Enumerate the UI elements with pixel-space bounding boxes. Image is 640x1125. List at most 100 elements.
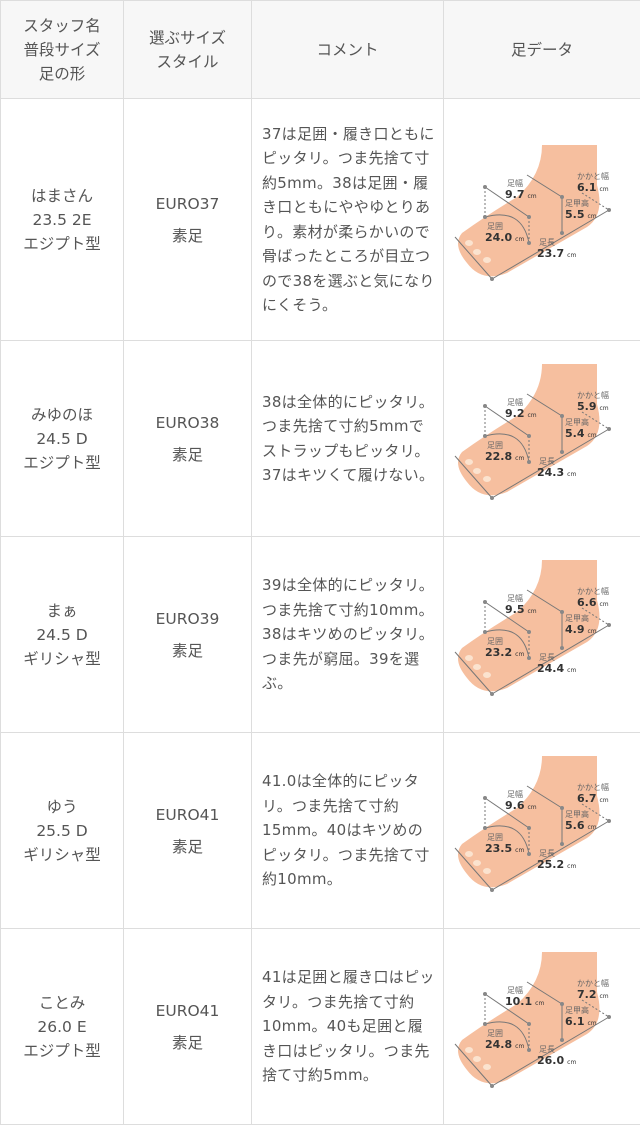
comment-cell: 41.0は全体的にピッタリ。つま先捨て寸約15mm。40はキツめのピッタリ。つま… — [252, 733, 444, 929]
foot-shape: エジプト型 — [2, 1039, 122, 1063]
unit-text: cm — [515, 651, 524, 658]
staff-name: ことみ — [2, 991, 122, 1015]
staff-name: ゆう — [2, 795, 122, 819]
instep-height-label: 足甲高 — [565, 418, 589, 427]
header-foot-data: 足データ — [444, 1, 640, 99]
heel-width-label: かかと幅 — [577, 979, 609, 988]
value-text: 7.2 — [577, 988, 597, 1001]
comment-cell: 37は足囲・履き口ともにピッタリ。つま先捨て寸約5mm。38は足囲・履き口ともに… — [252, 99, 444, 341]
value-text: 9.6 — [505, 799, 525, 812]
instep-height-label: 足甲高 — [565, 199, 589, 208]
heel-width-label: かかと幅 — [577, 172, 609, 181]
foot-shape: ギリシャ型 — [2, 843, 122, 867]
header-usual-size: 普段サイズ — [2, 38, 122, 62]
unit-text: cm — [567, 863, 576, 870]
unit-text: cm — [600, 797, 609, 804]
unit-text: cm — [588, 824, 597, 831]
unit-text: cm — [528, 608, 537, 615]
foot-illustration — [447, 756, 637, 906]
foot-length-label: 足長 — [539, 849, 555, 858]
chosen-size: EURO39 — [125, 607, 250, 631]
choice-cell: EURO41 素足 — [124, 733, 252, 929]
foot-shape: エジプト型 — [2, 451, 122, 475]
style: 素足 — [125, 835, 250, 859]
style: 素足 — [125, 639, 250, 663]
header-chosen-size: 選ぶサイズ — [125, 26, 250, 50]
foot-length-label: 足長 — [539, 1045, 555, 1054]
value-text: 9.2 — [505, 407, 525, 420]
staff-cell: みゆのほ 24.5 D エジプト型 — [1, 341, 124, 537]
staff-cell: はまさん 23.5 2E エジプト型 — [1, 99, 124, 341]
unit-text: cm — [588, 628, 597, 635]
staff-name: まぁ — [2, 599, 122, 623]
foot-length-label: 足長 — [539, 653, 555, 662]
foot-girth-label: 足囲 — [487, 222, 503, 231]
value-text: 23.2 — [485, 646, 512, 659]
value-text: 9.5 — [505, 603, 525, 616]
value-text: 24.8 — [485, 1038, 512, 1051]
choice-cell: EURO41 素足 — [124, 929, 252, 1125]
staff-cell: ゆう 25.5 D ギリシャ型 — [1, 733, 124, 929]
table-row: ゆう 25.5 D ギリシャ型 EURO41 素足 41.0は全体的にピッタリ。… — [1, 733, 640, 929]
staff-cell: ことみ 26.0 E エジプト型 — [1, 929, 124, 1125]
unit-text: cm — [528, 412, 537, 419]
header-style: スタイル — [125, 50, 250, 74]
value-text: 23.5 — [485, 842, 512, 855]
value-text: 6.1 — [577, 181, 597, 194]
value-text: 6.1 — [565, 1015, 585, 1028]
unit-text: cm — [588, 1020, 597, 1027]
value-text: 10.1 — [505, 995, 532, 1008]
foot-illustration — [447, 364, 637, 514]
unit-text: cm — [515, 847, 524, 854]
foot-shape: エジプト型 — [2, 232, 122, 256]
unit-text: cm — [567, 471, 576, 478]
unit-text: cm — [515, 1043, 524, 1050]
unit-text: cm — [567, 667, 576, 674]
comment-cell: 39は全体的にピッタリ。つま先捨て寸約10mm。38はキツめのピッタリ。つま先が… — [252, 537, 444, 733]
foot-girth-label: 足囲 — [487, 637, 503, 646]
foot-girth-label: 足囲 — [487, 833, 503, 842]
foot-illustration — [447, 952, 637, 1102]
foot-width-label: 足幅 — [507, 179, 523, 188]
unit-text: cm — [600, 993, 609, 1000]
choice-cell: EURO38 素足 — [124, 341, 252, 537]
value-text: 23.7 — [537, 247, 564, 260]
choice-cell: EURO37 素足 — [124, 99, 252, 341]
header-comment: コメント — [252, 1, 444, 99]
comment-cell: 38は全体的にピッタリ。つま先捨て寸約5mmでストラップもピッタリ。37はキツく… — [252, 341, 444, 537]
unit-text: cm — [515, 236, 524, 243]
value-text: 22.8 — [485, 450, 512, 463]
table-row: みゆのほ 24.5 D エジプト型 EURO38 素足 38は全体的にピッタリ。… — [1, 341, 640, 537]
value-text: 24.0 — [485, 231, 512, 244]
foot-girth-label: 足囲 — [487, 1029, 503, 1038]
chosen-size: EURO38 — [125, 411, 250, 435]
foot-width-label: 足幅 — [507, 398, 523, 407]
unit-text: cm — [588, 432, 597, 439]
style: 素足 — [125, 224, 250, 248]
foot-length-label: 足長 — [539, 457, 555, 466]
foot-width-label: 足幅 — [507, 790, 523, 799]
header-choice: 選ぶサイズ スタイル — [124, 1, 252, 99]
usual-size: 24.5 D — [2, 427, 122, 451]
chosen-size: EURO41 — [125, 999, 250, 1023]
